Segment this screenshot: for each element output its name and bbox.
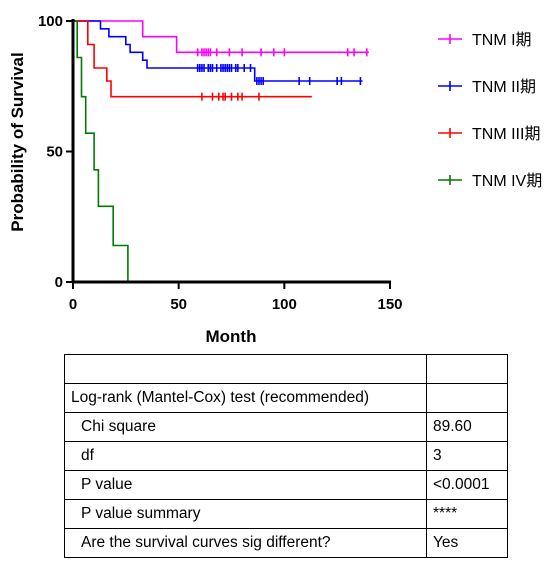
legend-label: TNM I期 bbox=[472, 31, 532, 49]
survival-curve-line bbox=[73, 20, 129, 282]
row-value: **** bbox=[426, 499, 508, 529]
y-tick-label: 0 bbox=[55, 274, 63, 291]
table-row bbox=[64, 354, 508, 384]
table-row: Are the survival curves sig different? Y… bbox=[64, 528, 508, 558]
series-tnm-ii bbox=[73, 20, 363, 86]
row-label: P value summary bbox=[64, 499, 427, 529]
row-value bbox=[426, 383, 508, 413]
row-label: Log-rank (Mantel-Cox) test (recommended) bbox=[64, 383, 427, 413]
table-row: Log-rank (Mantel-Cox) test (recommended) bbox=[64, 383, 508, 413]
x-tick-label: 50 bbox=[170, 296, 187, 313]
legend-label: TNM IV期 bbox=[472, 172, 542, 190]
y-axis-title: Probability of Survival bbox=[8, 52, 27, 232]
row-value: 89.60 bbox=[426, 412, 508, 442]
row-value bbox=[426, 354, 508, 384]
legend-label: TNM III期 bbox=[472, 125, 540, 143]
row-value: 3 bbox=[426, 441, 508, 471]
survival-curve-line bbox=[73, 20, 312, 98]
series-tnm-iv bbox=[73, 20, 129, 282]
legend-label: TNM II期 bbox=[472, 78, 536, 96]
table-row: df 3 bbox=[64, 441, 508, 471]
row-value: Yes bbox=[426, 528, 508, 558]
ticks: 0 50 100 150 0 50 100 bbox=[38, 13, 403, 313]
survival-curves bbox=[73, 20, 369, 282]
y-tick-label: 100 bbox=[38, 13, 63, 30]
x-tick-label: 100 bbox=[272, 296, 297, 313]
row-label: Chi square bbox=[64, 412, 427, 442]
x-axis-title: Month bbox=[206, 327, 257, 345]
row-value: <0.0001 bbox=[426, 470, 508, 500]
row-label bbox=[64, 354, 427, 384]
axes bbox=[71, 19, 391, 284]
series-tnm-iii bbox=[73, 20, 312, 101]
survival-curve-line bbox=[73, 20, 363, 82]
x-tick-label: 0 bbox=[69, 296, 77, 313]
log-rank-results-table: Log-rank (Mantel-Cox) test (recommended)… bbox=[64, 354, 508, 558]
row-label: df bbox=[64, 441, 427, 471]
y-tick-label: 50 bbox=[46, 144, 63, 161]
table-row: P value summary **** bbox=[64, 499, 508, 529]
table-row: P value <0.0001 bbox=[64, 470, 508, 500]
x-tick-label: 150 bbox=[377, 296, 402, 313]
series-tnm-i bbox=[73, 20, 369, 57]
row-label: Are the survival curves sig different? bbox=[64, 528, 427, 558]
table-row: Chi square 89.60 bbox=[64, 412, 508, 442]
legend: TNM I期 TNM II期 TNM III期 TNM IV期 bbox=[438, 31, 542, 190]
row-label: P value bbox=[64, 470, 427, 500]
